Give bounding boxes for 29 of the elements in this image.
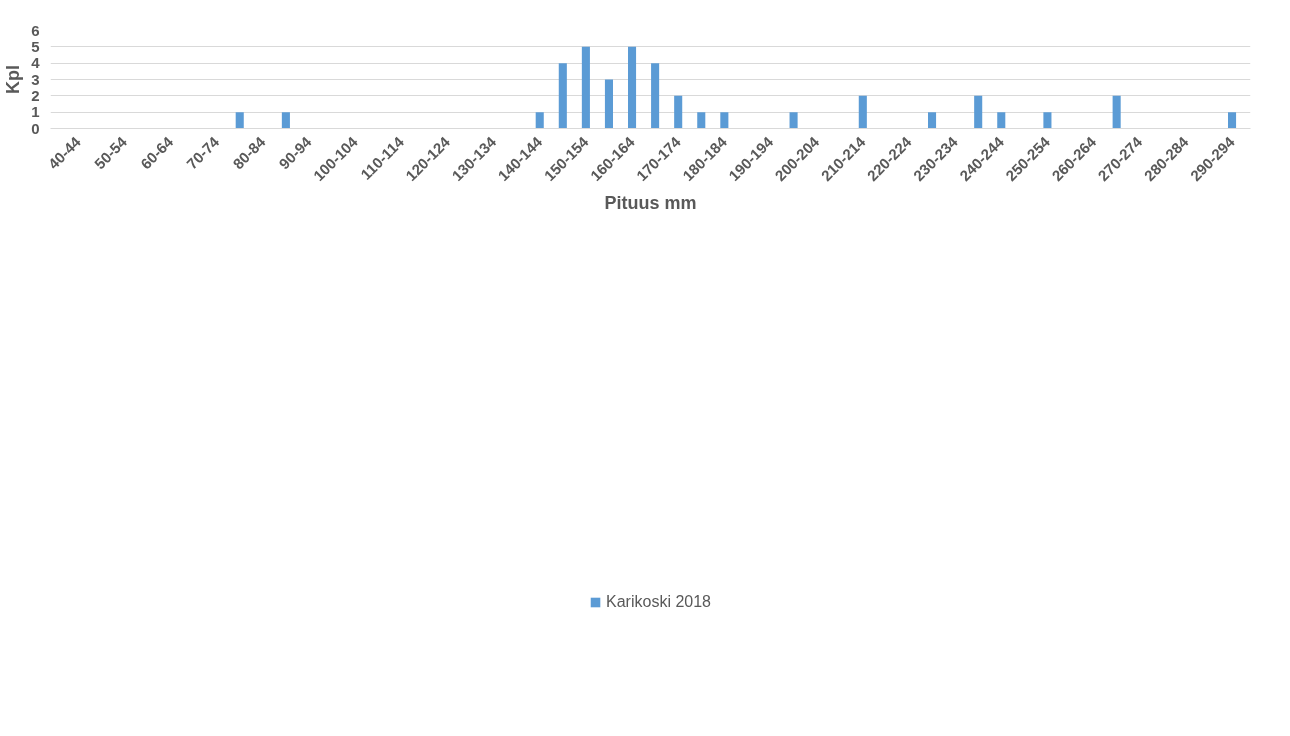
- bar: [1228, 112, 1237, 129]
- bar: [235, 112, 244, 129]
- y-tick-label: 2: [31, 86, 40, 104]
- bar: [789, 112, 798, 129]
- bar: [558, 63, 567, 129]
- x-axis-title: Pituus mm: [604, 193, 697, 214]
- y-tick-label: 5: [31, 37, 40, 55]
- bar: [651, 63, 660, 129]
- legend-label: Karikoski 2018: [606, 592, 711, 611]
- bar: [858, 95, 867, 129]
- y-tick-label: 0: [31, 119, 40, 137]
- bar: [697, 112, 706, 129]
- bar: [581, 46, 590, 129]
- bar: [674, 95, 683, 129]
- bar: [928, 112, 937, 129]
- bar: [628, 46, 637, 129]
- y-tick-label: 4: [31, 54, 41, 72]
- bar: [974, 95, 983, 129]
- bar: [604, 79, 613, 129]
- y-axis-title: Kpl: [3, 65, 24, 94]
- y-tick-label: 1: [31, 103, 40, 121]
- y-tick-label: 3: [31, 70, 40, 88]
- bar: [1112, 95, 1121, 129]
- bar: [281, 112, 290, 129]
- bar: [535, 112, 544, 129]
- bar: [720, 112, 729, 129]
- bar: [997, 112, 1006, 129]
- bar: [1043, 112, 1052, 129]
- y-tick-label: 6: [31, 21, 40, 39]
